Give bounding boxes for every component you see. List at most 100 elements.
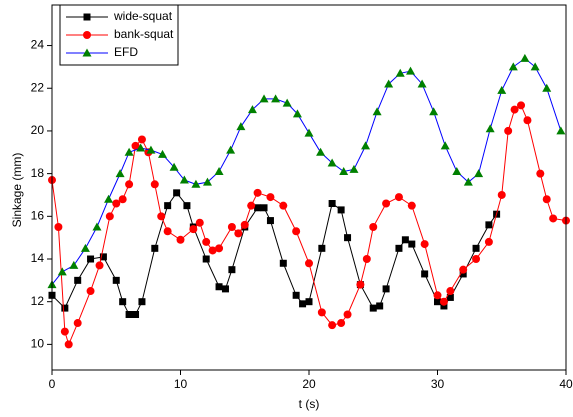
marker [83, 31, 91, 39]
marker [517, 101, 526, 110]
marker [406, 66, 416, 75]
marker [157, 212, 166, 221]
marker [407, 201, 416, 210]
marker [343, 310, 352, 319]
marker [305, 298, 313, 306]
marker [254, 204, 262, 212]
series-line [51, 57, 562, 285]
marker [344, 234, 352, 242]
marker [497, 190, 506, 199]
marker [73, 319, 82, 328]
y-axis-label: Sinkage (mm) [10, 153, 24, 228]
marker [118, 195, 127, 204]
marker [369, 222, 378, 231]
marker [508, 62, 518, 71]
marker [228, 266, 236, 274]
marker [137, 135, 146, 144]
marker [384, 79, 394, 88]
marker [485, 221, 493, 229]
marker [536, 169, 545, 178]
marker [95, 261, 104, 270]
marker [202, 177, 212, 186]
marker [429, 107, 439, 116]
y-tick-label: 24 [31, 38, 45, 52]
marker [169, 162, 179, 171]
marker [474, 169, 484, 178]
marker [164, 202, 172, 210]
marker [510, 105, 519, 114]
marker [395, 68, 405, 77]
marker [472, 244, 480, 252]
marker [234, 229, 243, 238]
marker [60, 327, 69, 336]
marker [125, 311, 133, 319]
marker [421, 270, 429, 278]
marker [440, 302, 448, 310]
marker [112, 199, 121, 208]
y-tick-label: 14 [31, 251, 45, 265]
marker [439, 297, 448, 306]
marker [247, 105, 257, 114]
marker [292, 109, 302, 118]
marker [292, 291, 300, 299]
marker [214, 166, 224, 175]
marker [472, 255, 481, 264]
marker [163, 227, 172, 236]
marker [136, 143, 146, 152]
marker [433, 291, 442, 300]
series-line [51, 104, 567, 346]
x-tick-label: 30 [431, 377, 445, 391]
marker [195, 218, 204, 227]
marker [146, 145, 156, 154]
marker [361, 141, 371, 150]
marker [271, 94, 281, 103]
marker [215, 244, 224, 253]
marker [99, 253, 107, 261]
marker [253, 188, 262, 197]
marker [382, 285, 390, 293]
marker [299, 300, 307, 308]
marker [150, 180, 159, 189]
marker [372, 107, 382, 116]
marker [189, 225, 198, 234]
marker [369, 304, 377, 312]
marker [132, 311, 140, 319]
x-tick-label: 40 [559, 377, 573, 391]
marker [105, 212, 114, 221]
marker [282, 98, 292, 107]
marker [92, 222, 102, 231]
marker [279, 201, 288, 210]
x-tick-label: 10 [174, 377, 188, 391]
marker [266, 193, 275, 202]
marker [446, 287, 455, 296]
marker [349, 164, 359, 173]
x-tick-label: 20 [302, 377, 316, 391]
marker [337, 319, 346, 328]
marker [191, 179, 201, 188]
marker [459, 265, 468, 274]
y-tick-label: 10 [31, 337, 45, 351]
marker [179, 175, 189, 184]
marker [173, 189, 181, 197]
marker [83, 13, 91, 21]
marker [337, 206, 345, 214]
marker [556, 126, 566, 135]
marker [420, 240, 429, 249]
marker [463, 177, 473, 186]
marker [504, 126, 513, 135]
marker [57, 267, 67, 276]
marker [74, 276, 82, 284]
marker [356, 280, 365, 289]
marker [523, 116, 532, 125]
marker [279, 259, 287, 267]
marker [394, 193, 403, 202]
y-tick-label: 22 [31, 80, 45, 94]
marker [395, 244, 403, 252]
marker [376, 302, 384, 310]
marker [339, 166, 349, 175]
marker [259, 94, 269, 103]
y-tick-label: 18 [31, 166, 45, 180]
marker [119, 298, 127, 306]
legend-label: EFD [114, 45, 138, 59]
